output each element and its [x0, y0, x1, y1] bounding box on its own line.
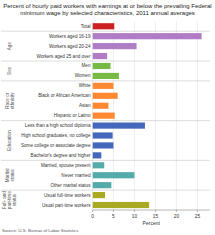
group-label-line: Age: [7, 42, 12, 51]
category-label: Other marital status: [50, 183, 91, 188]
bar: [92, 93, 117, 99]
title: Percent of hourly paid workers with earn…: [3, 3, 211, 16]
group-label: Race orethnicity: [5, 92, 15, 110]
x-axis-label: Percent: [143, 220, 161, 226]
group-separator: [1, 120, 210, 121]
category-label: Married, spouse present: [41, 163, 91, 168]
category-label: Asian: [79, 103, 91, 108]
title-line: Percent of hourly paid workers with earn…: [3, 3, 211, 9]
tick-label: 5: [112, 214, 115, 219]
bar: [92, 132, 112, 138]
category-label: Black or African American: [38, 93, 91, 98]
category-label: Hispanic or Latino: [54, 113, 91, 118]
group-label-line: ethnicity: [10, 92, 15, 110]
category-label: Women: [75, 73, 91, 78]
group-label-line: status: [12, 193, 17, 206]
tick: [134, 210, 135, 212]
bar: [92, 73, 118, 79]
source: Source: U.S. Bureau of Labor Statistics: [2, 228, 79, 233]
bar: [92, 123, 144, 129]
tick: [197, 210, 198, 212]
category-label: Usual part-time workers: [42, 203, 91, 208]
bar: [92, 113, 114, 119]
bar: [92, 172, 134, 178]
group-label: Age: [7, 42, 12, 51]
grid-line: [176, 21, 177, 210]
category-label: High school graduates, no college: [21, 133, 91, 138]
category-label: Bachelor's degree and higher: [31, 153, 91, 158]
tick: [176, 210, 177, 212]
category-label: White: [79, 83, 91, 88]
tick-label: 0: [91, 214, 94, 219]
grid-line: [155, 21, 156, 210]
tick: [113, 210, 114, 212]
grid-line: [197, 21, 198, 210]
group-label: Full- andpart-timestatus: [2, 191, 17, 210]
category-label: Workers aged 20-24: [49, 44, 91, 49]
group-separator: [1, 61, 210, 62]
bar: [92, 142, 113, 148]
tick-label: 10: [132, 214, 138, 219]
category-label: Less than a high school diploma: [25, 123, 91, 128]
category-label: Workers aged 25 and over: [36, 54, 91, 59]
bar: [92, 182, 111, 188]
category-label: Never married: [61, 173, 91, 178]
category-label: Total: [81, 24, 91, 29]
bar: [92, 43, 136, 49]
category-label: Usual full-time workers: [44, 193, 91, 198]
group-label: Maritalstatus: [5, 168, 15, 182]
bar: [92, 192, 105, 198]
group-separator: [1, 160, 210, 161]
axis-line: [92, 210, 210, 211]
bars: [92, 23, 201, 208]
title-line: minimum wage by selected characteristics…: [20, 10, 195, 16]
bar: [92, 23, 114, 29]
bar: [92, 202, 149, 208]
x-axis: 0 5 10 15 20 25: [91, 210, 210, 219]
group-separator: [1, 31, 210, 32]
bar: [92, 162, 104, 168]
grid: [92, 21, 197, 210]
chart: Percent of hourly paid workers with earn…: [0, 0, 215, 235]
tick-label: 20: [174, 214, 180, 219]
tick: [92, 210, 93, 212]
group-separator: [1, 190, 210, 191]
group-separators: [1, 31, 210, 190]
group-label-line: Sex: [7, 66, 12, 75]
grid-line: [134, 21, 135, 210]
tick-label: 25: [195, 214, 201, 219]
bar: [92, 103, 108, 109]
bar: [92, 53, 107, 59]
category-label: Some college or associate degree: [21, 143, 91, 148]
group-separator: [1, 80, 210, 81]
group-label-line: Education: [7, 130, 12, 151]
bar: [92, 152, 101, 158]
group-label: Education: [7, 130, 12, 151]
category-label: Workers aged 16-19: [49, 34, 91, 39]
group-label-line: status: [10, 168, 15, 181]
category-label: Men: [82, 63, 91, 68]
bar: [92, 63, 110, 69]
group-label: Sex: [7, 66, 12, 75]
tick: [155, 210, 156, 212]
tick-label: 15: [153, 214, 159, 219]
bar: [92, 83, 113, 89]
bar: [92, 33, 201, 39]
